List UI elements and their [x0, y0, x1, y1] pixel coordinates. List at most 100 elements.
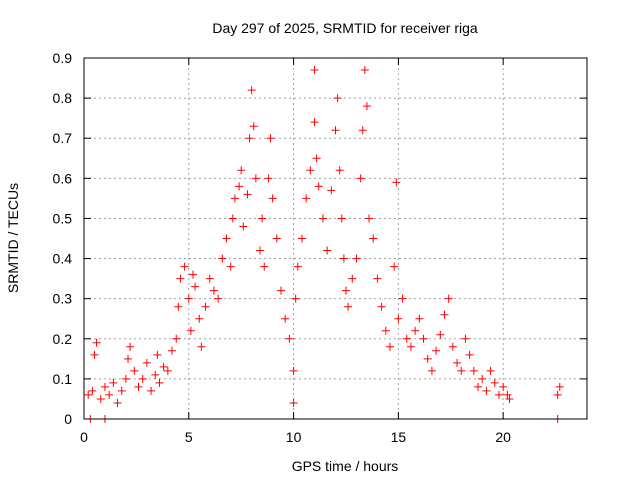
y-tick-label: 0.2	[53, 331, 73, 347]
y-tick-label: 0.1	[53, 371, 73, 387]
data-point	[186, 326, 195, 335]
data-point	[499, 382, 508, 391]
data-point	[337, 214, 346, 223]
data-points	[84, 66, 564, 423]
data-point	[130, 366, 139, 375]
data-point	[222, 234, 231, 243]
data-point	[168, 346, 177, 355]
data-point	[285, 334, 294, 343]
data-point	[381, 326, 390, 335]
data-point	[218, 254, 227, 263]
data-point	[176, 274, 185, 283]
data-point	[352, 254, 361, 263]
data-point	[432, 346, 441, 355]
data-point	[188, 270, 197, 279]
data-point	[394, 314, 403, 323]
data-point	[444, 294, 453, 303]
data-point	[260, 262, 269, 271]
chart-title: Day 297 of 2025, SRMTID for receiver rig…	[212, 20, 478, 36]
x-tick-label: 10	[286, 429, 302, 445]
data-point	[247, 86, 256, 95]
data-point	[230, 194, 239, 203]
data-point	[245, 134, 254, 143]
data-point	[237, 166, 246, 175]
data-point	[415, 314, 424, 323]
data-point	[373, 274, 382, 283]
data-point	[138, 374, 147, 383]
data-point	[392, 178, 401, 187]
data-point	[503, 390, 512, 399]
data-point	[289, 398, 298, 407]
y-tick-label: 0.6	[53, 170, 73, 186]
data-point	[344, 302, 353, 311]
data-point	[205, 274, 214, 283]
data-point	[478, 374, 487, 383]
data-point	[555, 382, 564, 391]
data-point	[465, 350, 474, 359]
data-point	[84, 390, 93, 399]
y-tick-label: 0.9	[53, 50, 73, 66]
data-point	[121, 374, 130, 383]
data-point	[184, 294, 193, 303]
y-tick-label: 0.4	[53, 251, 73, 267]
data-point	[312, 154, 321, 163]
data-point	[291, 294, 300, 303]
y-tick-label: 0.5	[53, 210, 73, 226]
data-point	[100, 382, 109, 391]
x-tick-label: 0	[80, 429, 88, 445]
data-point	[365, 214, 374, 223]
y-tick-label: 0.8	[53, 90, 73, 106]
data-point	[268, 194, 277, 203]
gridlines	[84, 58, 587, 419]
data-point	[163, 366, 172, 375]
data-point	[341, 286, 350, 295]
data-point	[180, 262, 189, 271]
data-point	[360, 66, 369, 75]
data-point	[264, 174, 273, 183]
data-point	[314, 182, 323, 191]
data-point	[214, 294, 223, 303]
data-point	[159, 362, 168, 371]
data-point	[377, 302, 386, 311]
data-point	[494, 390, 503, 399]
data-point	[297, 234, 306, 243]
data-point	[302, 194, 311, 203]
data-point	[277, 286, 286, 295]
data-point	[356, 174, 365, 183]
data-point	[228, 214, 237, 223]
data-point	[126, 342, 135, 351]
y-tick-label: 0.3	[53, 291, 73, 307]
data-point	[490, 378, 499, 387]
data-point	[310, 66, 319, 75]
data-point	[402, 334, 411, 343]
data-point	[88, 386, 97, 395]
data-point	[258, 214, 267, 223]
data-point	[385, 342, 394, 351]
data-point	[293, 262, 302, 271]
data-point	[195, 314, 204, 323]
data-point	[153, 350, 162, 359]
data-point	[327, 186, 336, 195]
data-point	[339, 254, 348, 263]
data-point	[239, 222, 248, 231]
data-point	[109, 378, 118, 387]
data-point	[318, 214, 327, 223]
data-point	[553, 390, 562, 399]
data-point	[209, 286, 218, 295]
data-point	[398, 294, 407, 303]
data-point	[226, 262, 235, 271]
data-point	[348, 274, 357, 283]
data-point	[448, 342, 457, 351]
data-point	[436, 330, 445, 339]
x-axis-ticks: 0 5 10 15 20	[80, 58, 511, 445]
data-point	[358, 126, 367, 135]
x-axis-label: GPS time / hours	[292, 458, 399, 474]
plot-area-border	[83, 57, 588, 420]
y-axis-label: SRMTID / TECUs	[5, 183, 21, 293]
data-point	[124, 354, 133, 363]
data-point	[310, 118, 319, 127]
data-point	[197, 342, 206, 351]
data-point	[474, 382, 483, 391]
data-point	[201, 302, 210, 311]
y-axis-ticks: 0 0.1 0.2 0.3 0.4 0.5 0.6 0.7 0.8 0.9	[53, 50, 587, 427]
